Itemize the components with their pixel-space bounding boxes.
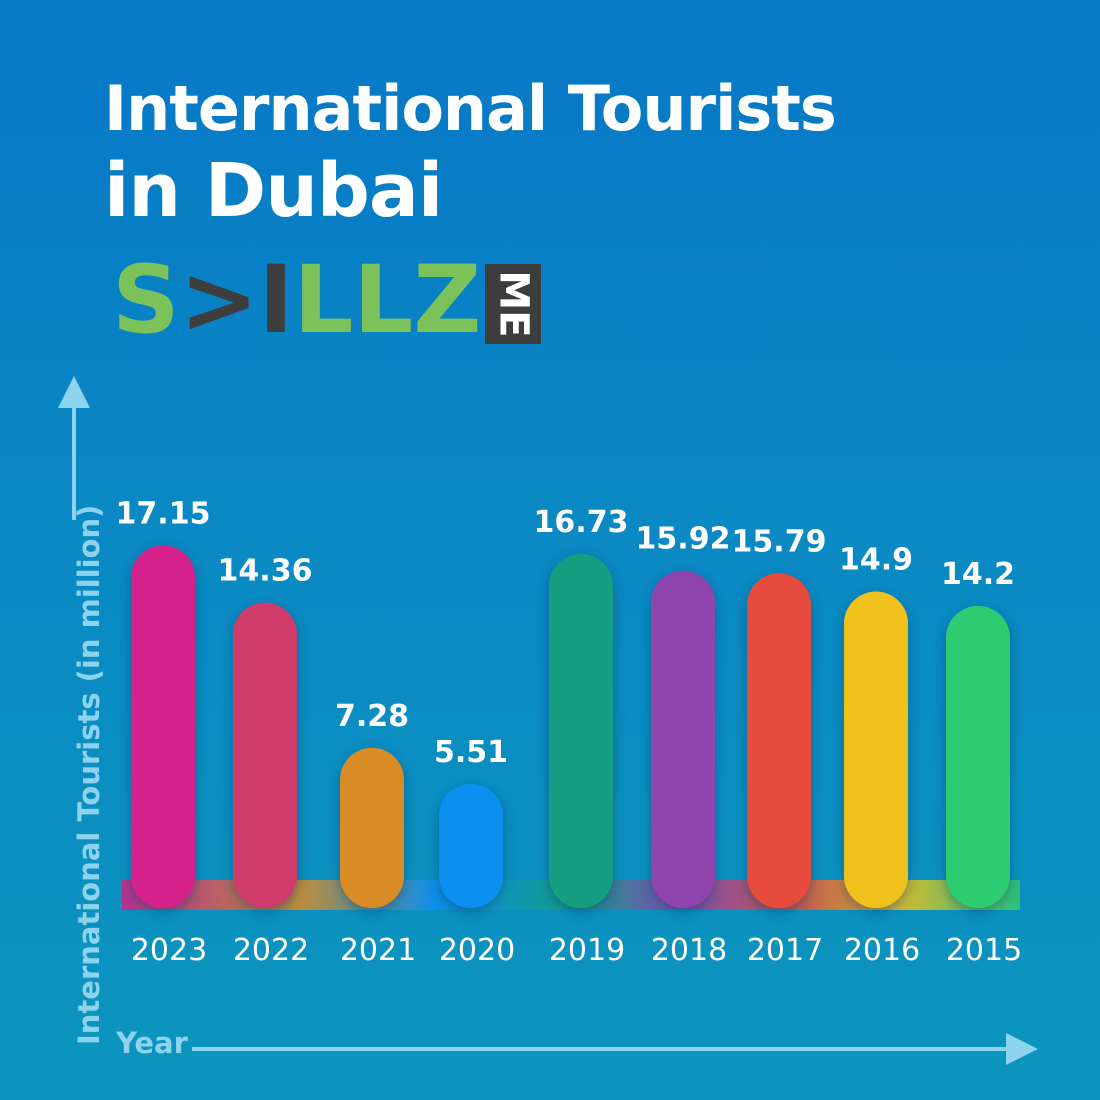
bar-2017 — [747, 573, 811, 908]
x-axis-label: Year — [116, 1026, 188, 1060]
title-line-1: International Tourists — [104, 72, 837, 145]
value-label: 7.28 — [335, 699, 409, 734]
title-line-2: in Dubai — [104, 148, 443, 234]
bar-2015 — [946, 605, 1010, 908]
value-label: 14.2 — [941, 557, 1015, 592]
x-tick-label: 2020 — [439, 933, 515, 968]
x-tick-label: 2018 — [651, 933, 727, 968]
x-tick-label: 2015 — [946, 933, 1022, 968]
x-tick-label: 2019 — [549, 933, 625, 968]
skillzme-logo: S >I LLZ ME — [112, 254, 542, 348]
bar-2023 — [131, 545, 195, 908]
value-label: 17.15 — [116, 496, 211, 531]
x-tick-label: 2021 — [340, 933, 416, 968]
bar-2018 — [651, 570, 715, 908]
bar-2021 — [340, 747, 404, 908]
bar-2022 — [233, 602, 297, 908]
x-tick-label: 2023 — [131, 933, 207, 968]
x-tick-label: 2017 — [747, 933, 823, 968]
bar-2019 — [549, 554, 613, 908]
x-tick-label: 2016 — [844, 933, 920, 968]
value-label: 15.79 — [732, 524, 827, 559]
value-label: 5.51 — [434, 735, 508, 770]
bar-2020 — [439, 784, 503, 908]
y-axis-label: International Tourists (in million) — [72, 504, 106, 1045]
value-label: 14.36 — [218, 554, 313, 589]
value-label: 14.9 — [839, 543, 913, 578]
x-tick-label: 2022 — [233, 933, 309, 968]
value-label: 16.73 — [534, 505, 629, 540]
bar-2016 — [844, 591, 908, 908]
value-label: 15.92 — [636, 522, 731, 557]
